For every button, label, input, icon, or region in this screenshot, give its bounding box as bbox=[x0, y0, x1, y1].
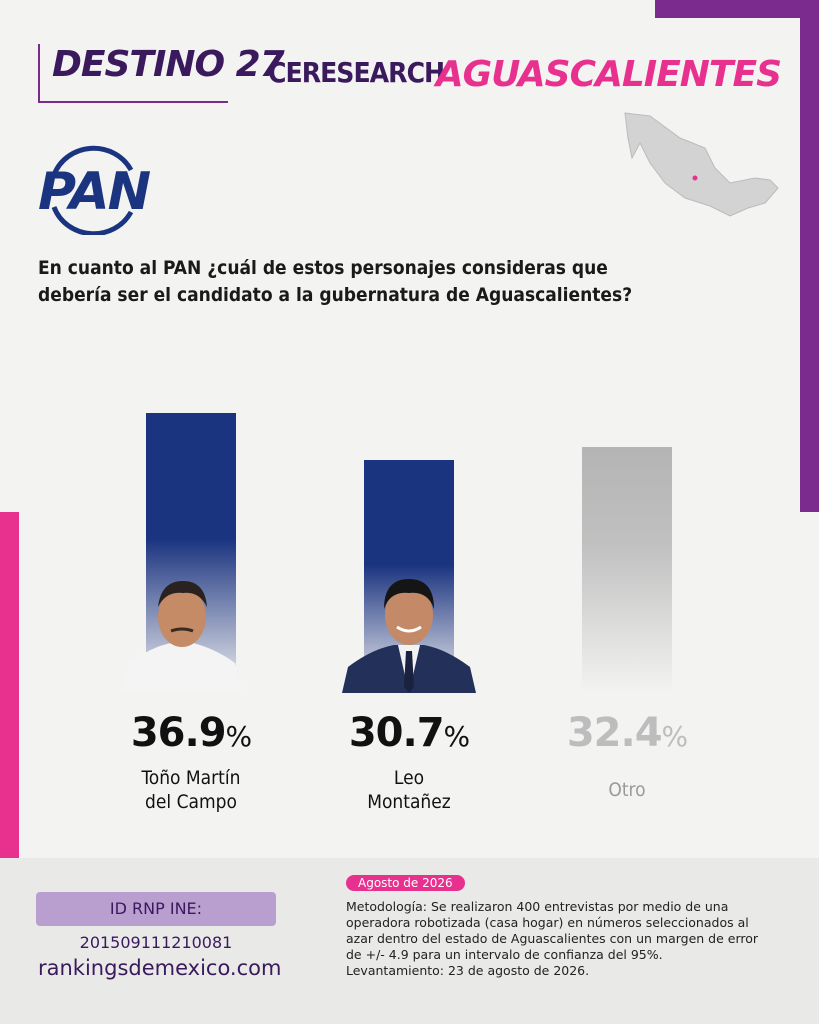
brand-rule bbox=[38, 44, 40, 102]
party-logo: PAN bbox=[38, 162, 151, 222]
brand-rule bbox=[38, 101, 228, 103]
value-unit: % bbox=[225, 720, 253, 753]
question: En cuanto al PAN ¿cuál de estos personaj… bbox=[38, 257, 633, 306]
brand-secondary: CERESEARCH bbox=[268, 56, 445, 89]
category-label: Toño Martín del Campo bbox=[141, 767, 241, 813]
party-logo-ring bbox=[51, 145, 134, 235]
value-label: 32.4% bbox=[527, 710, 727, 756]
website: rankingsdemexico.com bbox=[38, 956, 282, 980]
value-label: 30.7% bbox=[309, 710, 509, 756]
state-title: AGUASCALIENTES bbox=[435, 54, 782, 95]
date-badge: Agosto de 2026 bbox=[346, 875, 465, 891]
photo bbox=[121, 581, 243, 693]
value-unit: % bbox=[443, 720, 471, 753]
category-label: Leo Montañez bbox=[367, 767, 451, 813]
bar bbox=[582, 446, 672, 693]
value-label: 36.9% bbox=[91, 710, 291, 756]
value-number: 32.4 bbox=[566, 710, 663, 756]
methodology-text: Metodología: Se realizaron 400 entrevist… bbox=[346, 899, 759, 962]
registry-id: ID RNP INE: 201509111210081 bbox=[36, 892, 276, 952]
plot: 36.9% Toño Martín del Campo 30.7% Leo Monta… bbox=[91, 412, 727, 813]
photo bbox=[342, 579, 476, 693]
frame-accent bbox=[655, 0, 819, 18]
brand: DESTINO 27 bbox=[52, 44, 285, 85]
fieldwork-date: Levantamiento: 23 de agosto de 2026. bbox=[346, 963, 590, 978]
category-label: Otro bbox=[608, 779, 646, 801]
frame-accent bbox=[800, 0, 819, 512]
map bbox=[624, 112, 779, 217]
value-number: 36.9 bbox=[130, 710, 227, 756]
value-unit: % bbox=[661, 720, 689, 753]
methodology: Metodología: Se realizaron 400 entrevist… bbox=[346, 899, 776, 979]
value-number: 30.7 bbox=[348, 710, 445, 756]
